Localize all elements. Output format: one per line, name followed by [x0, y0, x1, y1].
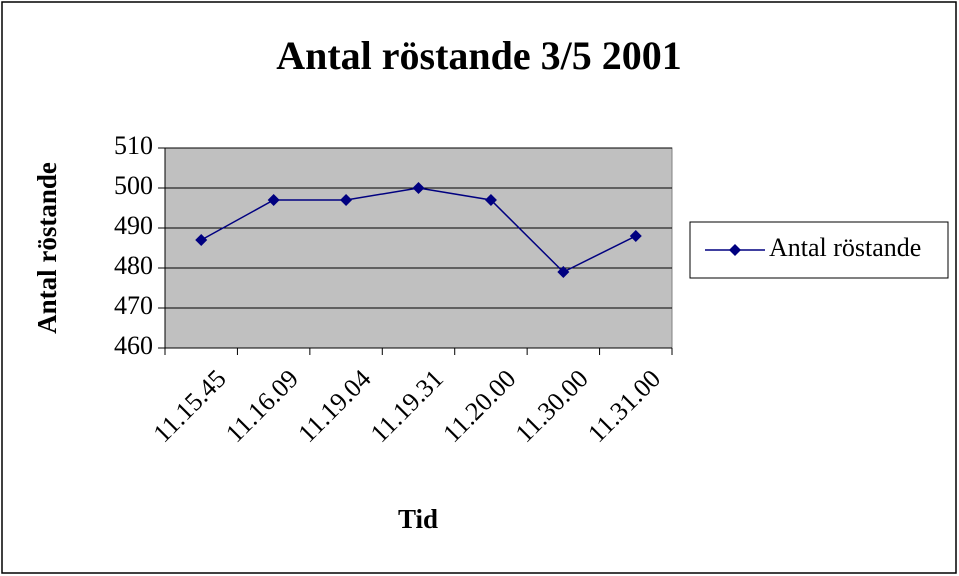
y-tick-label: 460: [114, 331, 153, 360]
data-point: [484, 194, 497, 206]
data-point: [412, 182, 425, 194]
y-tick-label: 490: [114, 211, 153, 240]
y-tick-label: 510: [114, 131, 153, 160]
data-point: [267, 194, 280, 206]
y-tick-label: 480: [114, 251, 153, 280]
data-point: [557, 266, 570, 278]
x-axis-label: Tid: [398, 504, 438, 534]
chart-title: Antal röstande 3/5 2001: [276, 33, 682, 78]
data-point: [195, 234, 208, 246]
y-axis-label: Antal röstande: [32, 162, 62, 334]
y-tick-label: 500: [114, 171, 153, 200]
data-point: [629, 230, 642, 242]
legend-label: Antal röstande: [769, 233, 921, 262]
plot-area: [164, 147, 673, 349]
legend-marker: [729, 244, 741, 256]
data-point: [340, 194, 353, 206]
y-tick-label: 470: [114, 291, 153, 320]
